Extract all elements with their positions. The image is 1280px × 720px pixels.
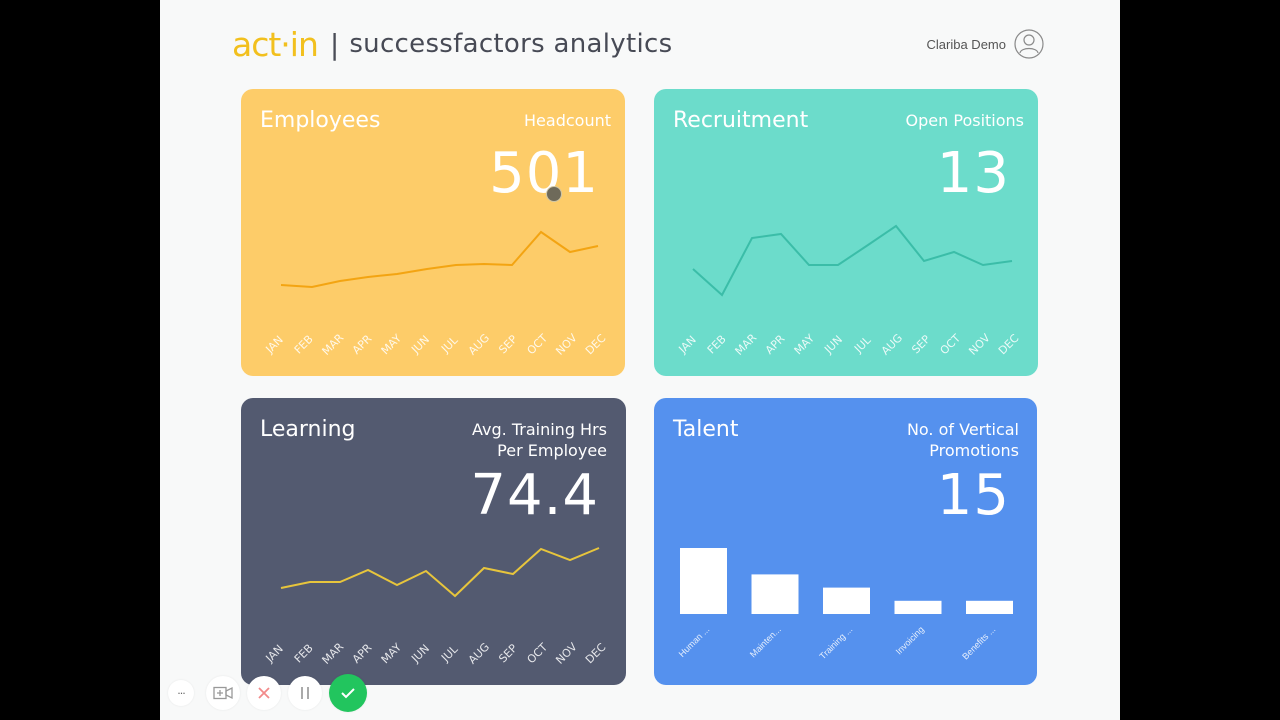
cancel-button[interactable] bbox=[247, 676, 281, 710]
pause-button[interactable] bbox=[288, 676, 322, 710]
ellipsis-icon: ··· bbox=[177, 686, 185, 700]
month-label: MAY bbox=[379, 641, 405, 667]
promotion-bar[interactable] bbox=[823, 587, 870, 614]
metric-label-line1: Avg. Training Hrs bbox=[472, 420, 607, 439]
recruitment-card[interactable]: Recruitment Open Positions 13 JAN FEB MAR A… bbox=[654, 89, 1038, 376]
promotion-bar[interactable] bbox=[751, 574, 799, 614]
metric-label-line1: No. of Vertical bbox=[906, 420, 1019, 439]
headcount-line-chart: JAN FEB MAR APR MAY JUN JUL AUG SEP OCT NOV DEC bbox=[263, 230, 609, 358]
metric-label-line2: Per Employee bbox=[497, 441, 607, 460]
card-title: Talent bbox=[673, 417, 739, 442]
month-label: MAR bbox=[320, 640, 347, 667]
metric-value: 501 bbox=[489, 141, 599, 206]
month-label: FEB bbox=[292, 333, 316, 357]
month-label: AUG bbox=[879, 331, 905, 357]
month-label: JUL bbox=[438, 642, 461, 665]
month-label: AUG bbox=[466, 331, 492, 357]
month-label: DEC bbox=[583, 641, 609, 667]
month-label: FEB bbox=[705, 333, 729, 357]
user-circle-icon[interactable] bbox=[1014, 29, 1044, 59]
learning-card[interactable]: Learning Avg. Training Hrs Per Employee … bbox=[241, 398, 626, 685]
month-label: JAN bbox=[263, 642, 286, 665]
pause-icon bbox=[301, 687, 309, 699]
month-label: SEP bbox=[496, 332, 520, 356]
open-positions-line-chart: JAN FEB MAR APR MAY JUN JUL AUG SEP OCT NOV DEC bbox=[676, 224, 1022, 358]
month-label: APR bbox=[350, 641, 375, 666]
month-label: MAY bbox=[792, 332, 818, 358]
category-label: Invoicing bbox=[894, 624, 926, 656]
metric-label-line2: Promotions bbox=[929, 441, 1019, 460]
card-title: Recruitment bbox=[673, 108, 809, 133]
promotion-bar[interactable] bbox=[680, 548, 727, 614]
month-label: DEC bbox=[996, 332, 1022, 358]
month-label: APR bbox=[350, 332, 375, 357]
month-label: JUN bbox=[408, 333, 432, 357]
category-label: Mainten... bbox=[748, 624, 783, 659]
month-label: JUN bbox=[408, 642, 432, 666]
category-label: Human ... bbox=[677, 624, 712, 659]
month-label: OCT bbox=[938, 332, 964, 358]
promotion-bar[interactable] bbox=[894, 600, 942, 614]
month-label: NOV bbox=[966, 331, 993, 358]
cursor-indicator bbox=[546, 186, 562, 202]
metric-label: No. of Vertical Promotions bbox=[907, 419, 1019, 461]
metric-value: 74.4 bbox=[470, 463, 599, 528]
month-label: JAN bbox=[263, 333, 286, 356]
category-label: Benefits ... bbox=[960, 624, 997, 661]
metric-value: 15 bbox=[936, 463, 1010, 528]
video-plus-icon bbox=[213, 686, 233, 700]
card-title: Employees bbox=[260, 108, 381, 133]
metric-label: Avg. Training Hrs Per Employee bbox=[472, 419, 607, 461]
month-label: JUN bbox=[821, 333, 845, 357]
category-label: Training ... bbox=[818, 624, 855, 661]
actin-logo: act·in bbox=[232, 24, 319, 64]
user-name: Clariba Demo bbox=[926, 36, 1006, 52]
metric-value: 13 bbox=[936, 141, 1010, 206]
month-label: MAR bbox=[733, 331, 760, 358]
recording-toolbar: ··· bbox=[168, 674, 367, 712]
month-axis-labels: JAN FEB MAR APR MAY JUN JUL AUG SEP OCT NOV DEC bbox=[676, 331, 1022, 358]
close-icon bbox=[258, 687, 270, 699]
bar-category-labels: Human ... Mainten... Training ... Invoicing… bbox=[677, 624, 998, 661]
month-label: JAN bbox=[676, 333, 699, 356]
month-label: FEB bbox=[292, 642, 316, 666]
checkmark-icon bbox=[341, 688, 355, 699]
training-hours-line-chart: JAN FEB MAR APR MAY JUN JUL AUG SEP OCT NOV DEC bbox=[263, 547, 609, 667]
metric-label: Headcount bbox=[524, 111, 611, 130]
month-label: NOV bbox=[553, 640, 580, 667]
add-video-button[interactable] bbox=[206, 676, 240, 710]
dashboard-page: act·in | successfactors analytics Clarib… bbox=[160, 0, 1120, 720]
month-label: NOV bbox=[553, 331, 580, 358]
confirm-button[interactable] bbox=[329, 674, 367, 712]
month-label: SEP bbox=[496, 641, 520, 665]
bar-series bbox=[680, 548, 1013, 614]
app-header: act·in | successfactors analytics bbox=[232, 22, 672, 66]
user-menu[interactable]: Clariba Demo bbox=[927, 29, 1044, 59]
employees-card[interactable]: Employees Headcount 501 JAN FEB MAR APR MAY J… bbox=[241, 89, 625, 376]
month-label: AUG bbox=[466, 640, 492, 666]
month-label: MAR bbox=[320, 331, 347, 358]
header-separator: | bbox=[329, 27, 340, 61]
month-label: JUL bbox=[851, 333, 874, 356]
month-label: JUL bbox=[438, 333, 461, 356]
talent-card[interactable]: Talent No. of Vertical Promotions 15 Hum… bbox=[654, 398, 1037, 685]
metric-label: Open Positions bbox=[905, 111, 1024, 130]
card-title: Learning bbox=[260, 417, 356, 442]
promotions-bar-chart: Human ... Mainten... Training ... Invoicing… bbox=[677, 548, 1013, 661]
promotion-bar[interactable] bbox=[966, 600, 1013, 614]
month-label: DEC bbox=[583, 332, 609, 358]
month-axis-labels: JAN FEB MAR APR MAY JUN JUL AUG SEP OCT NOV DEC bbox=[263, 331, 609, 358]
month-label: OCT bbox=[525, 332, 551, 358]
month-label: MAY bbox=[379, 332, 405, 358]
month-label: OCT bbox=[525, 641, 551, 667]
month-axis-labels: JAN FEB MAR APR MAY JUN JUL AUG SEP OCT NOV DEC bbox=[263, 640, 609, 667]
month-label: APR bbox=[763, 332, 788, 357]
more-options-button[interactable]: ··· bbox=[168, 680, 194, 706]
app-title: successfactors analytics bbox=[349, 29, 673, 59]
month-label: SEP bbox=[909, 332, 933, 356]
